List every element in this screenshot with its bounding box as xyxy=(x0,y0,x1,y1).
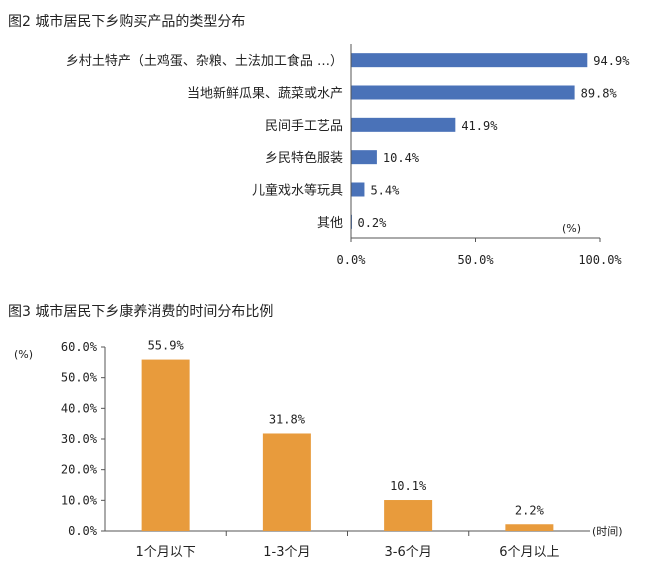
chart-fig3-value-label: 2.2% xyxy=(515,503,545,517)
chart-fig2-category-label: 其他 xyxy=(317,216,343,231)
chart-fig2-bar xyxy=(351,117,456,132)
chart-fig2-bar xyxy=(351,150,377,165)
chart-fig3: 图3 城市居民下乡康养消费的时间分布比例 (%) 0.0% 10.0% 20.0% 3… xyxy=(8,303,623,560)
chart-fig3-bar xyxy=(384,500,433,531)
chart-fig2-bar xyxy=(351,182,365,197)
chart-fig3-y-tick-label: 40.0% xyxy=(61,401,98,415)
chart-fig2-value-label: 10.4% xyxy=(383,151,420,165)
chart-fig3-y-tick-label: 10.0% xyxy=(61,493,98,507)
chart-fig2-value-label: 5.4% xyxy=(370,184,400,198)
chart-fig3-y-unit-label: (%) xyxy=(14,348,33,361)
chart-fig3-category-label: 6个月以上 xyxy=(499,545,559,560)
chart-fig3-bar xyxy=(505,524,554,531)
chart-fig2-category-label: 乡民特色服装 xyxy=(265,150,343,166)
chart-fig2-value-label: 41.9% xyxy=(461,119,498,133)
chart-fig2-title: 图2 城市居民下乡购买产品的类型分布 xyxy=(8,13,245,30)
chart-fig2-category-label: 儿童戏水等玩具 xyxy=(252,183,343,199)
chart-fig2-value-label: 94.9% xyxy=(593,54,630,68)
chart-fig3-y-tick-label: 30.0% xyxy=(61,432,98,446)
chart-fig2-unit-label: (%) xyxy=(562,222,581,235)
chart-fig2-bar xyxy=(351,85,575,100)
chart-fig2-x-tick-label: 100.0% xyxy=(578,253,622,267)
chart-fig3-x-unit-label: (时间) xyxy=(592,525,623,538)
chart-fig3-title: 图3 城市居民下乡康养消费的时间分布比例 xyxy=(8,303,273,320)
chart-fig3-y-tick-label: 50.0% xyxy=(61,371,98,385)
chart-fig3-value-label: 31.8% xyxy=(269,412,306,426)
chart-fig2: 图2 城市居民下乡购买产品的类型分布 乡村土特产（土鸡蛋、杂粮、土法加工食品 …… xyxy=(8,13,630,267)
chart-fig3-y-tick-label: 60.0% xyxy=(61,340,98,354)
chart-fig2-x-tick-label: 50.0% xyxy=(457,253,494,267)
chart-fig2-value-label: 89.8% xyxy=(581,87,618,101)
chart-fig3-bar xyxy=(262,433,311,531)
chart-fig3-bar xyxy=(141,359,190,531)
chart-fig3-category-label: 1个月以下 xyxy=(135,545,195,560)
chart-fig2-category-label: 民间手工艺品 xyxy=(265,119,343,134)
chart-fig3-y-tick-label: 0.0% xyxy=(68,524,98,538)
chart-fig2-category-label: 当地新鲜瓜果、蔬菜或水产 xyxy=(187,86,343,102)
chart-fig3-category-label: 1-3个月 xyxy=(263,545,310,560)
chart-fig3-value-label: 55.9% xyxy=(148,339,185,353)
chart-fig2-x-tick-label: 0.0% xyxy=(337,253,367,267)
chart-fig2-category-label: 乡村土特产（土鸡蛋、杂粮、土法加工食品 …） xyxy=(66,53,343,69)
chart-fig2-bar xyxy=(351,53,588,68)
chart-fig3-category-label: 3-6个月 xyxy=(385,545,432,560)
chart-fig2-value-label: 0.2% xyxy=(357,216,387,230)
chart-fig3-value-label: 10.1% xyxy=(390,479,427,493)
chart-fig3-y-tick-label: 20.0% xyxy=(61,463,98,477)
